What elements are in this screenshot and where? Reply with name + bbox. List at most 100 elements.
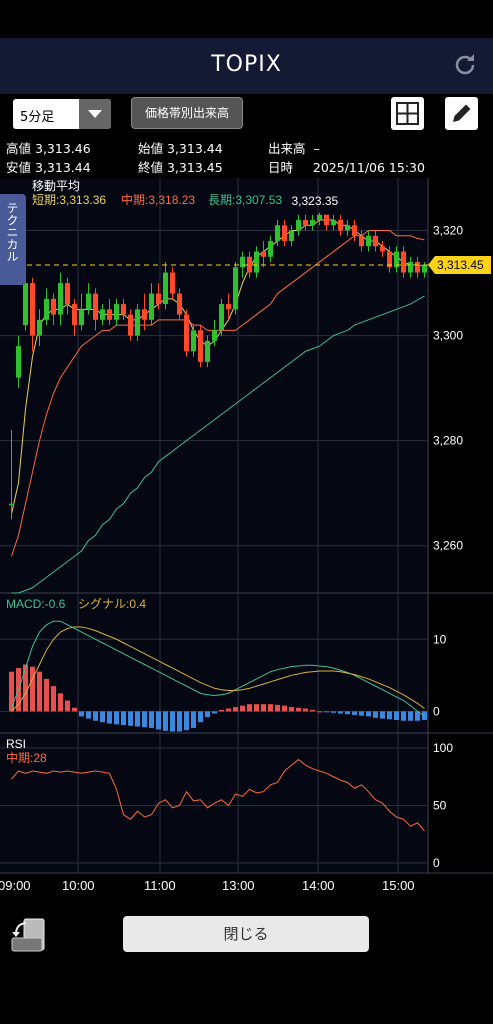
rsi-title: RSI	[6, 737, 26, 751]
macd-histogram-bar	[64, 700, 71, 712]
candle-body	[29, 283, 36, 336]
candle-body	[183, 314, 190, 352]
open-value: 3,313.44	[167, 141, 223, 156]
macd-histogram-bar	[162, 711, 169, 731]
candle-body	[358, 235, 365, 247]
grid-layout-button[interactable]	[391, 97, 424, 130]
macd-histogram-bar	[246, 704, 253, 712]
x-tick-label: 11:00	[144, 878, 176, 893]
mid-ma-label: 中期:3,318.23	[121, 192, 195, 207]
macd-histogram-bar	[393, 711, 400, 721]
y-tick-label: 100	[433, 741, 453, 755]
macd-histogram-bar	[43, 678, 50, 712]
candle-body	[127, 314, 134, 336]
macd-histogram-bar	[113, 711, 120, 725]
peak-price-label: 3,323.35	[292, 194, 339, 208]
long-ma-line	[11, 295, 425, 594]
price-volume-button[interactable]: 価格帯別出来高	[131, 97, 243, 129]
candle-body	[379, 246, 386, 252]
bottom-bar: 閉じる	[0, 902, 493, 962]
macd-line	[11, 620, 425, 717]
candle-body	[155, 293, 162, 305]
candle-body	[281, 225, 288, 242]
macd-histogram-bar	[330, 711, 337, 713]
candle-body	[365, 235, 372, 247]
macd-histogram-bar	[316, 711, 323, 713]
volume-value: –	[313, 141, 320, 156]
rotate-screen-icon[interactable]	[10, 916, 47, 953]
candle-body	[400, 251, 407, 273]
chart-area[interactable]: 3,320 3,300 3,280 3,260 3,313.45 3,323.35 移動平均…	[0, 178, 493, 896]
candle-body	[225, 304, 232, 310]
candle-body	[337, 220, 344, 231]
macd-histogram-bar	[92, 711, 99, 721]
technical-tab-label: テクニカル	[5, 202, 19, 262]
macd-histogram-bar	[414, 711, 421, 721]
candle-body	[351, 225, 358, 236]
candle-body	[323, 214, 330, 226]
macd-histogram-bar	[120, 711, 127, 726]
candle-body	[57, 283, 64, 315]
candle-body	[407, 262, 414, 273]
candle-body	[176, 293, 183, 315]
macd-label: MACD:-0.6	[6, 597, 66, 611]
candle-body	[36, 319, 43, 336]
macd-histogram-bar	[302, 708, 309, 712]
macd-histogram-bar	[155, 711, 162, 730]
long-ma-label: 長期:3,307.53	[208, 193, 282, 207]
macd-histogram-bar	[337, 711, 344, 714]
macd-histogram-bar	[148, 711, 155, 728]
candle-body	[141, 309, 148, 320]
x-tick-label: 10:00	[62, 878, 95, 893]
open-label: 始値	[138, 141, 164, 156]
macd-histogram-bar	[232, 707, 239, 712]
low-label: 安値	[6, 160, 32, 175]
candle-body	[246, 256, 253, 273]
candle-body	[344, 225, 351, 231]
macd-histogram-bar	[295, 707, 302, 712]
pencil-icon	[453, 104, 471, 122]
macd-histogram-bar	[141, 711, 148, 728]
candle-body	[204, 340, 211, 362]
macd-histogram-bar	[50, 686, 57, 712]
macd-histogram-bar	[344, 711, 351, 715]
refresh-icon[interactable]	[451, 51, 479, 79]
macd-histogram-bar	[260, 704, 267, 712]
technical-tab[interactable]: テクニカル	[0, 194, 26, 285]
candle-body	[253, 251, 260, 273]
candle-body	[232, 267, 239, 310]
candle-body	[64, 283, 71, 305]
signal-line	[11, 626, 425, 712]
grid-icon	[396, 102, 419, 125]
candle-body	[421, 264, 428, 273]
candle-body	[197, 330, 204, 362]
macd-histogram-bar	[218, 709, 225, 712]
macd-histogram-bar	[323, 711, 330, 713]
macd-histogram-bar	[71, 707, 78, 712]
period-select[interactable]: 5分足	[13, 99, 111, 129]
macd-histogram-bar	[351, 711, 358, 715]
quote-col-2: 始値 3,313.44 終値 3,313.45	[138, 139, 223, 177]
candle-body	[22, 283, 29, 326]
candle-body	[50, 298, 57, 315]
macd-histogram-bar	[379, 711, 386, 719]
macd-histogram-bar	[386, 711, 393, 720]
macd-histogram-bar	[127, 711, 134, 726]
draw-button[interactable]	[445, 97, 478, 130]
ma-title: 移動平均	[32, 179, 80, 193]
candle-body	[113, 304, 120, 320]
macd-histogram-bar	[99, 711, 106, 723]
candle-body	[211, 330, 218, 341]
x-tick-label: 15:00	[382, 878, 415, 893]
macd-histogram-bar	[22, 664, 29, 712]
candle-body	[239, 256, 246, 268]
quote-col-1: 高値 3,313.46 安値 3,313.44	[6, 139, 91, 177]
candle-body	[99, 309, 106, 320]
close-button[interactable]: 閉じる	[123, 916, 369, 952]
candle-body	[8, 503, 15, 506]
macd-histogram-bar	[407, 711, 414, 721]
candle-body	[316, 214, 323, 221]
macd-histogram-bar	[190, 711, 197, 728]
macd-histogram-bar	[85, 711, 92, 719]
y-tick-label: 0	[433, 856, 440, 870]
